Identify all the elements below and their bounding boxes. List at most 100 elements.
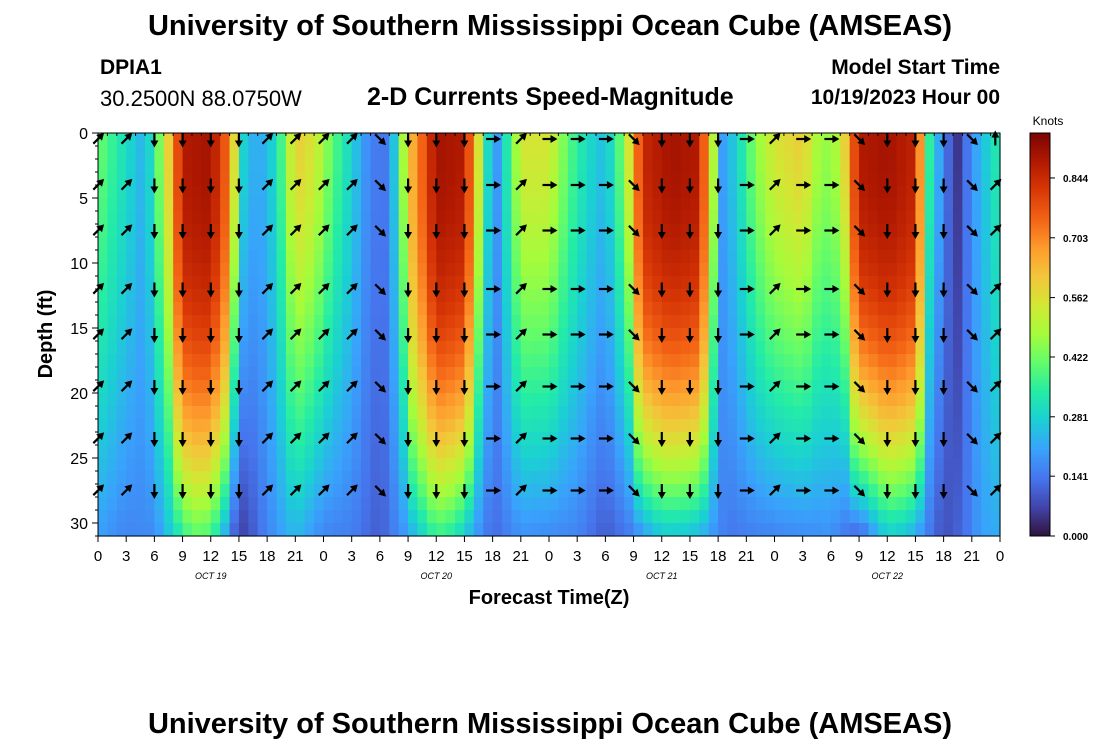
heatmap-cell [633, 211, 644, 225]
heatmap-cell [849, 393, 860, 407]
current-vector [432, 132, 441, 148]
heatmap-cell [408, 250, 419, 264]
heatmap-cell [549, 237, 559, 251]
heatmap-cell [736, 523, 747, 537]
heatmap-cell [877, 159, 888, 173]
heatmap-cell [765, 237, 776, 251]
heatmap-cell [915, 250, 926, 264]
heatmap-cell [924, 510, 935, 524]
heatmap-cell [408, 341, 419, 355]
heatmap-cell [379, 263, 390, 277]
heatmap-cell [248, 523, 259, 537]
heatmap-cell [859, 354, 870, 368]
heatmap-cell [567, 211, 578, 225]
heatmap-cell [107, 172, 118, 186]
heatmap-cell [577, 510, 588, 524]
heatmap-cell [464, 445, 475, 459]
heatmap-cell [783, 328, 794, 342]
heatmap-cell [511, 393, 522, 407]
heatmap-cell [220, 510, 231, 524]
heatmap-cell [821, 445, 832, 459]
heatmap-cell [229, 406, 240, 420]
heatmap-cell [567, 146, 578, 160]
heatmap-cell [849, 432, 860, 446]
heatmap-cell [746, 497, 757, 511]
heatmap-cell [774, 419, 785, 433]
current-vector [570, 434, 586, 443]
heatmap-cell [445, 471, 456, 485]
heatmap-cell [680, 315, 691, 329]
current-vector [966, 133, 978, 146]
x-tick-label: 15 [907, 548, 924, 565]
heatmap-cell [812, 523, 823, 537]
heatmap-cell [332, 133, 343, 147]
current-vector [515, 484, 527, 496]
heatmap-cell [793, 367, 804, 381]
heatmap-cell [614, 432, 625, 446]
heatmap-cell [332, 315, 343, 329]
heatmap-cell [849, 211, 860, 225]
heatmap-cell [802, 289, 813, 303]
heatmap-cell [182, 302, 193, 316]
heatmap-cell [530, 263, 541, 277]
heatmap-cell [342, 432, 353, 446]
heatmap-cell [896, 315, 907, 329]
current-vector [206, 224, 215, 239]
y-tick-label: 10 [70, 256, 88, 273]
heatmap-cell [633, 159, 644, 173]
heatmap-cell [116, 484, 127, 498]
heatmap-cell [238, 146, 249, 160]
heatmap-cell [699, 445, 710, 459]
heatmap-cell [182, 523, 193, 537]
heatmap-cell [812, 380, 823, 394]
heatmap-cell [502, 471, 513, 485]
heatmap-cell [257, 211, 268, 225]
heatmap-cell [924, 406, 935, 420]
heatmap-cell [257, 315, 268, 329]
heatmap-cell [614, 302, 625, 316]
heatmap-cell [943, 159, 954, 173]
heatmap-cell [953, 185, 964, 199]
heatmap-cell [586, 263, 597, 277]
heatmap-cell [633, 419, 644, 433]
heatmap-cell [436, 133, 447, 147]
heatmap-cell [379, 315, 390, 329]
heatmap-cell [135, 367, 146, 381]
heatmap-cell [257, 198, 268, 212]
heatmap-cell [595, 146, 606, 160]
heatmap-cell [295, 211, 306, 225]
heatmap-cell [605, 185, 616, 199]
heatmap-cell [830, 315, 841, 329]
heatmap-cell [915, 393, 926, 407]
current-vector [178, 432, 187, 447]
heatmap-cell [549, 393, 559, 407]
heatmap-cell [680, 497, 691, 511]
heatmap-cell [642, 159, 653, 173]
heatmap-cell [98, 315, 108, 329]
heatmap-cell [257, 484, 268, 498]
current-vector [515, 224, 527, 236]
y-tick-label: 30 [70, 516, 88, 533]
heatmap-cell [736, 289, 747, 303]
heatmap-cell [680, 458, 691, 472]
heatmap-cell [802, 146, 813, 160]
heatmap-cell [144, 367, 155, 381]
x-tick-label: 3 [348, 548, 356, 565]
heatmap-cell [774, 393, 785, 407]
heatmap-cell [990, 250, 1001, 264]
heatmap-cell [859, 393, 870, 407]
heatmap-cell [408, 172, 419, 186]
heatmap-cell [924, 302, 935, 316]
heatmap-cell [849, 198, 860, 212]
heatmap-cell [671, 497, 682, 511]
heatmap-cell [342, 198, 353, 212]
heatmap-cell [126, 393, 137, 407]
current-vector [570, 285, 586, 293]
current-vector [318, 282, 330, 295]
current-vector [374, 283, 386, 296]
heatmap-cell [746, 406, 757, 420]
current-vector [460, 224, 469, 239]
heatmap-cell [859, 380, 870, 394]
current-vector [853, 225, 866, 237]
heatmap-cell [840, 224, 851, 238]
